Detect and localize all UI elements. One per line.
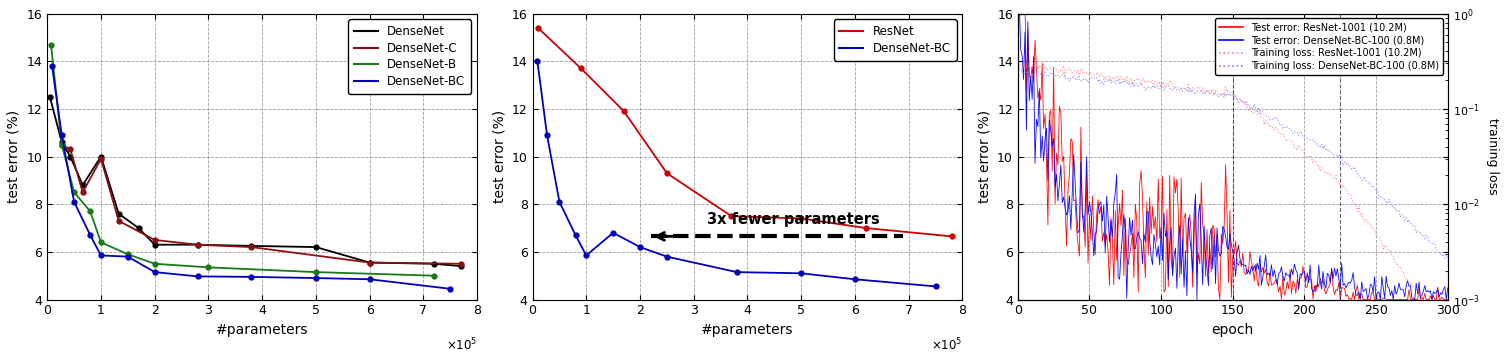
Text: $\times10^5$: $\times10^5$ [446, 337, 477, 353]
Text: $\times10^5$: $\times10^5$ [931, 337, 962, 353]
X-axis label: epoch: epoch [1212, 323, 1254, 337]
Legend: DenseNet, DenseNet-C, DenseNet-B, DenseNet-BC: DenseNet, DenseNet-C, DenseNet-B, DenseN… [348, 19, 471, 94]
Legend: Test error: ResNet-1001 (10.2M), Test error: DenseNet-BC-100 (0.8M), Training lo: Test error: ResNet-1001 (10.2M), Test er… [1215, 18, 1443, 75]
Y-axis label: training loss: training loss [1486, 118, 1498, 195]
Y-axis label: test error (%): test error (%) [977, 110, 991, 203]
Legend: ResNet, DenseNet-BC: ResNet, DenseNet-BC [833, 19, 956, 61]
X-axis label: #parameters: #parameters [215, 323, 309, 337]
Text: 3x fewer parameters: 3x fewer parameters [706, 212, 880, 227]
Y-axis label: test error (%): test error (%) [492, 110, 506, 203]
Y-axis label: test error (%): test error (%) [8, 110, 21, 203]
X-axis label: #parameters: #parameters [702, 323, 794, 337]
